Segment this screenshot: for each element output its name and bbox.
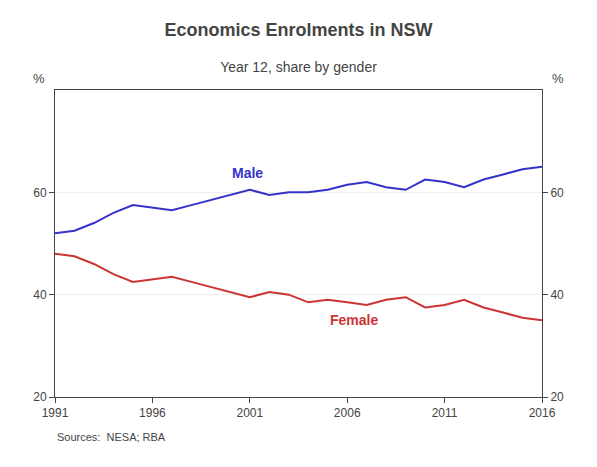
svg-text:%: % bbox=[33, 71, 45, 86]
svg-text:60: 60 bbox=[550, 186, 564, 200]
svg-text:Sources: NESA; RBA: Sources: NESA; RBA bbox=[57, 431, 166, 443]
svg-text:20: 20 bbox=[33, 390, 47, 404]
svg-text:Male: Male bbox=[232, 165, 263, 181]
svg-text:40: 40 bbox=[33, 288, 47, 302]
svg-text:1996: 1996 bbox=[139, 406, 166, 420]
svg-text:2001: 2001 bbox=[236, 406, 263, 420]
svg-text:40: 40 bbox=[550, 288, 564, 302]
svg-text:%: % bbox=[552, 71, 564, 86]
svg-text:2011: 2011 bbox=[432, 406, 458, 420]
svg-text:60: 60 bbox=[33, 186, 47, 200]
svg-text:Female: Female bbox=[330, 312, 378, 328]
svg-text:2006: 2006 bbox=[334, 406, 361, 420]
svg-text:20: 20 bbox=[550, 390, 564, 404]
svg-text:Economics Enrolments in NSW: Economics Enrolments in NSW bbox=[164, 20, 432, 40]
svg-text:Year 12, share by gender: Year 12, share by gender bbox=[220, 59, 377, 75]
svg-text:2016: 2016 bbox=[529, 406, 556, 420]
svg-text:1991: 1991 bbox=[42, 406, 69, 420]
